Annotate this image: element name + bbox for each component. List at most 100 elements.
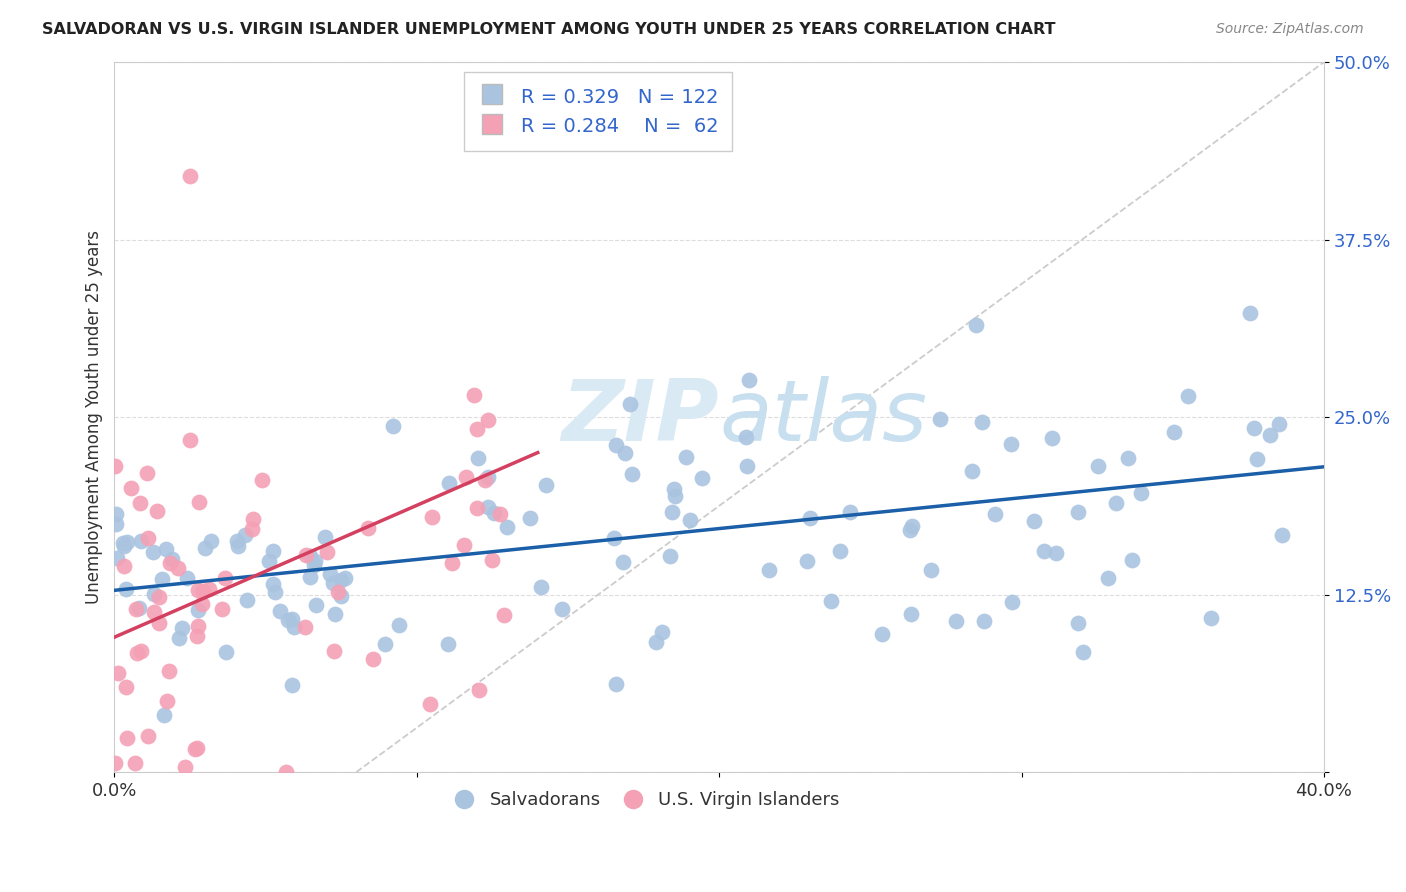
Point <box>437 475 460 490</box>
Point <box>1105 496 1128 510</box>
Point <box>129 533 152 548</box>
Point <box>796 554 818 568</box>
Point <box>664 483 686 497</box>
Point <box>233 528 256 542</box>
Point <box>679 513 702 527</box>
Point <box>735 459 758 474</box>
Point <box>1071 645 1094 659</box>
Point <box>120 481 142 495</box>
Point <box>465 422 488 436</box>
Point <box>104 756 127 771</box>
Point <box>112 536 135 550</box>
Point <box>605 438 627 452</box>
Point <box>328 584 350 599</box>
Point <box>281 611 304 625</box>
Point <box>1267 417 1289 432</box>
Point <box>1067 616 1090 631</box>
Point <box>382 419 405 434</box>
Point <box>1024 514 1046 528</box>
Point <box>148 616 170 631</box>
Text: ZIP: ZIP <box>561 376 718 458</box>
Point <box>283 620 305 634</box>
Text: atlas: atlas <box>718 376 927 458</box>
Point <box>142 605 165 619</box>
Point <box>112 539 135 553</box>
Point <box>477 413 499 427</box>
Point <box>138 729 160 743</box>
Point <box>361 652 384 666</box>
Point <box>1040 430 1063 444</box>
Point <box>128 495 150 509</box>
Point <box>838 505 860 519</box>
Point <box>179 433 201 447</box>
Point <box>551 602 574 616</box>
Point <box>970 416 993 430</box>
Point <box>167 561 190 575</box>
Point <box>495 520 517 534</box>
Point <box>160 552 183 566</box>
Point <box>984 507 1007 521</box>
Point <box>105 551 128 566</box>
Point <box>211 602 233 616</box>
Point <box>330 573 353 587</box>
Point <box>420 510 443 524</box>
Point <box>155 541 177 556</box>
Point <box>125 602 148 616</box>
Point <box>167 631 190 645</box>
Point <box>277 613 299 627</box>
Point <box>115 582 138 596</box>
Point <box>651 624 673 639</box>
Point <box>159 664 181 678</box>
Point <box>188 495 211 509</box>
Point <box>322 644 344 658</box>
Point <box>142 545 165 559</box>
Point <box>1121 553 1143 567</box>
Point <box>612 555 634 569</box>
Point <box>295 548 318 562</box>
Point <box>262 577 284 591</box>
Point <box>388 617 411 632</box>
Point <box>105 507 128 521</box>
Point <box>225 534 247 549</box>
Point <box>263 584 285 599</box>
Point <box>156 694 179 708</box>
Point <box>357 521 380 535</box>
Point <box>1163 425 1185 440</box>
Point <box>1097 571 1119 585</box>
Point <box>661 505 683 519</box>
Point <box>322 576 344 591</box>
Point <box>929 412 952 426</box>
Point <box>304 554 326 568</box>
Point <box>1199 611 1222 625</box>
Text: Source: ZipAtlas.com: Source: ZipAtlas.com <box>1216 22 1364 37</box>
Point <box>235 593 257 607</box>
Point <box>159 556 181 570</box>
Point <box>1087 459 1109 474</box>
Point <box>107 666 129 681</box>
Point <box>276 765 298 780</box>
Point <box>187 582 209 597</box>
Point <box>152 708 174 723</box>
Point <box>664 489 686 503</box>
Point <box>962 464 984 478</box>
Point <box>319 567 342 582</box>
Point <box>456 470 478 484</box>
Point <box>374 637 396 651</box>
Point <box>1239 306 1261 320</box>
Point <box>1243 421 1265 435</box>
Point <box>973 615 995 629</box>
Point <box>945 614 967 628</box>
Point <box>530 580 553 594</box>
Point <box>620 467 643 482</box>
Point <box>1129 485 1152 500</box>
Point <box>240 522 263 536</box>
Point <box>215 644 238 658</box>
Point <box>489 507 512 521</box>
Point <box>737 373 759 387</box>
Point <box>298 549 321 563</box>
Point <box>325 607 347 621</box>
Point <box>262 544 284 558</box>
Point <box>1001 595 1024 609</box>
Point <box>1066 505 1088 519</box>
Y-axis label: Unemployment Among Youth under 25 years: Unemployment Among Youth under 25 years <box>86 230 103 604</box>
